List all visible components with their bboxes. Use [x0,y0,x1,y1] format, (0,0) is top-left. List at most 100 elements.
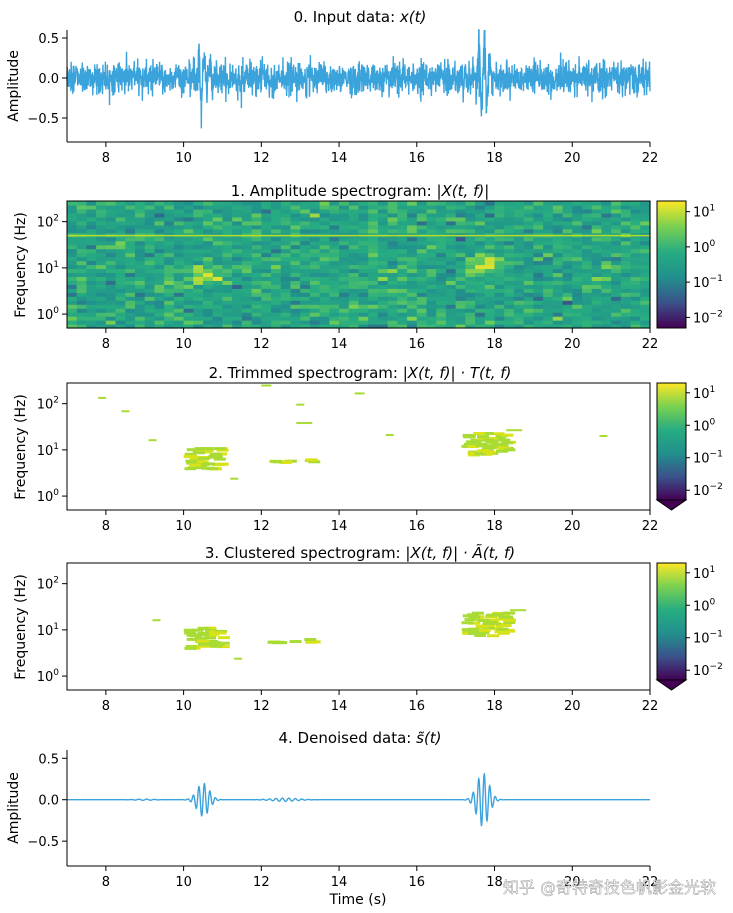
spectrogram-cell [513,248,525,254]
spectrogram-cell [193,248,204,254]
spectrogram-cell [455,256,466,262]
spectrogram-cell [271,228,282,234]
spectrogram-cell [241,272,253,278]
colorbar-3-extend [655,679,688,691]
spectrogram-cell [251,292,262,297]
spectrogram-cell [377,224,389,230]
spectrogram-cell [222,272,233,278]
spectrogram-cell [251,216,262,222]
spectrogram-cell [581,316,593,321]
spectrogram-cell [193,284,204,289]
spectrogram-cell [533,208,544,214]
spectrogram-cell [552,288,564,293]
spectrogram-cell [183,212,194,218]
spectrogram-cell [611,256,622,262]
spectrogram-cell [280,288,292,293]
coefficient-patch [213,462,226,466]
colorbar-tick-label: 101 [693,204,715,221]
spectrogram-cell [125,276,136,281]
spectrogram-cell [611,244,622,250]
spectrogram-cell [96,312,107,317]
spectrogram-cell [203,216,214,222]
spectrogram-cell [572,220,583,226]
spectrogram-cell [280,316,292,321]
spectrogram-cell [261,260,272,266]
coefficient-patch [477,435,490,439]
x-tick-label: 12 [253,875,270,890]
spectrogram-cell [280,220,292,226]
spectrogram-cell [183,292,194,297]
spectrogram-cell [76,216,88,222]
spectrogram-cell [591,204,603,210]
spectrogram-cell [144,284,156,289]
spectrogram-cell [552,284,564,289]
spectrogram-cell [96,224,107,230]
spectrogram-cell [523,296,534,301]
spectrogram-cell [407,201,418,206]
spectrogram-cell [416,252,428,258]
spectrogram-cell [222,201,233,206]
spectrogram-cell [445,252,457,258]
spectrogram-cell [154,292,165,297]
spectrogram-cell [630,324,641,329]
spectrogram-cell [135,220,146,226]
spectrogram-cell [543,288,554,293]
spectrogram-cell [455,236,466,242]
colorbar-tick-base: 10 [693,452,710,467]
spectrogram-cell [416,312,428,317]
spectrogram-cell [193,300,204,305]
spectrogram-cell [513,208,525,214]
spectrogram-cell [426,276,437,281]
spectrogram-cell [387,284,398,289]
colorbar-tick-exponent: 0 [710,597,716,607]
spectrogram-cell [455,208,466,214]
spectrogram-cell [475,300,486,305]
spectrogram-cell [475,304,486,309]
spectrogram-cell [348,296,360,301]
spectrogram-cell [358,320,369,325]
spectrogram-cell [212,292,224,297]
spectrogram-cell [280,240,292,246]
x-tick-label: 14 [331,151,348,166]
spectrogram-cell [115,208,126,214]
spectrogram-cell [377,324,389,329]
coefficient-speck [148,439,157,442]
spectrogram-cell [193,320,204,325]
spectrogram-cell [523,268,534,274]
spectrogram-cell [397,264,408,270]
y-tick-label: 0.5 [38,32,59,47]
panel-clustered: 3. Clustered spectrogram: |X(t, f)| · Ã(… [13,543,651,691]
spectrogram-cell [416,276,428,281]
spectrogram-cell [620,320,632,325]
spectrogram-cell [212,296,224,301]
spectrogram-cell [309,256,321,262]
spectrogram-cell [475,248,486,254]
y-tick-exponent: 1 [53,622,59,632]
spectrogram-cell [105,212,117,218]
spectrogram-cell [135,201,146,206]
spectrogram-cell [581,201,593,206]
spectrogram-cell [290,248,301,254]
spectrogram-cell [416,280,428,285]
spectrogram-cell [465,220,476,226]
spectrogram-cell [465,244,476,250]
y-tick-base: 10 [37,670,54,685]
spectrogram-cell [261,324,272,329]
spectrogram-cell [445,304,457,309]
spectrogram-cell [426,324,437,329]
spectrogram-cell [523,216,534,222]
spectrogram-cell [436,216,447,222]
spectrogram-cell [339,268,350,274]
spectrogram-cell [144,316,156,321]
spectrogram-cell [562,252,573,258]
spectrogram-cell [562,260,573,266]
spectrogram-cell [115,236,126,242]
spectrogram-cell [591,264,603,270]
spectrogram-cell [581,276,593,281]
spectrogram-cell [290,252,301,258]
spectrogram-cell [377,300,389,305]
spectrogram-cell [135,276,146,281]
spectrogram-cell [426,216,437,222]
spectrogram-cell [387,292,398,297]
spectrogram-cell [397,244,408,250]
